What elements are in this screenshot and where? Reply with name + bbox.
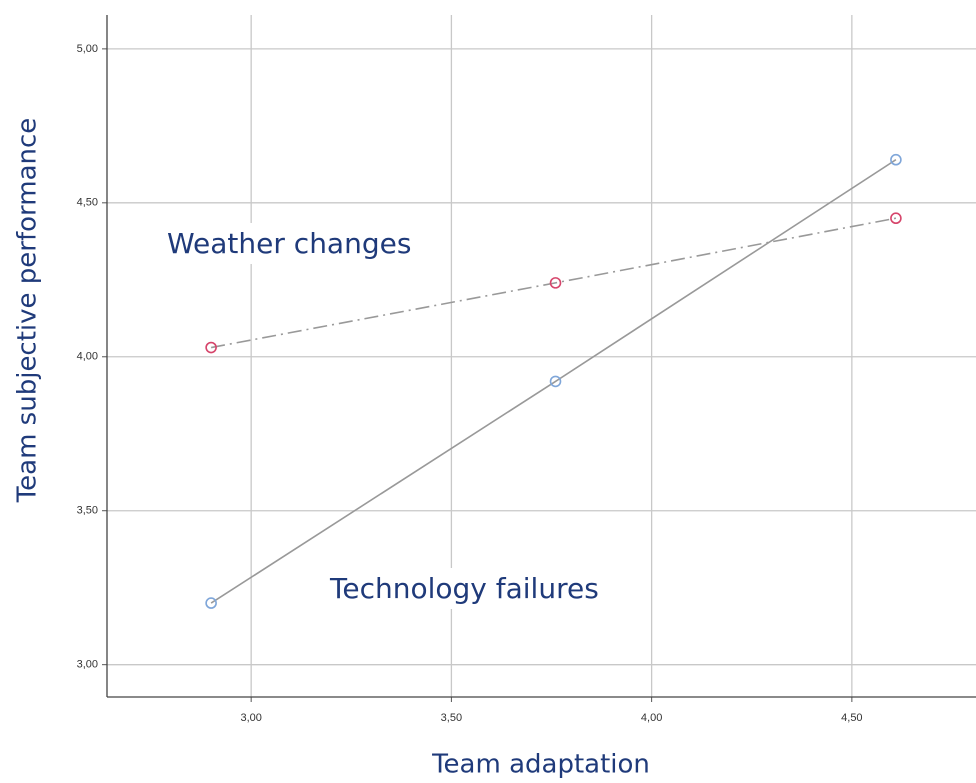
series-annotation: Weather changes xyxy=(167,227,411,260)
point-marker xyxy=(549,277,562,289)
y-tick-label: 4,50 xyxy=(77,197,98,209)
series-line xyxy=(210,217,897,349)
x-axis-label: Team adaptation xyxy=(431,750,650,780)
point-marker xyxy=(205,597,217,609)
x-tick-label: 3,00 xyxy=(240,712,261,724)
y-tick-label: 3,50 xyxy=(77,505,98,517)
y-tick-label: 5,00 xyxy=(77,43,98,55)
x-tick-label: 3,50 xyxy=(441,712,462,724)
series-annotation: Technology failures xyxy=(329,572,599,605)
y-tick-label: 3,00 xyxy=(77,659,98,671)
x-tick-label: 4,50 xyxy=(841,712,862,724)
y-axis-label: Team subjective performance xyxy=(13,118,43,504)
annotation-background xyxy=(161,223,418,264)
x-tick-label: 4,00 xyxy=(641,712,662,724)
point-marker xyxy=(890,153,902,166)
point-marker xyxy=(549,375,562,388)
y-tick-label: 4,00 xyxy=(77,351,98,363)
point-marker xyxy=(890,212,902,225)
annotation-background xyxy=(323,568,605,609)
series-line xyxy=(210,159,897,604)
point-marker xyxy=(205,341,217,354)
